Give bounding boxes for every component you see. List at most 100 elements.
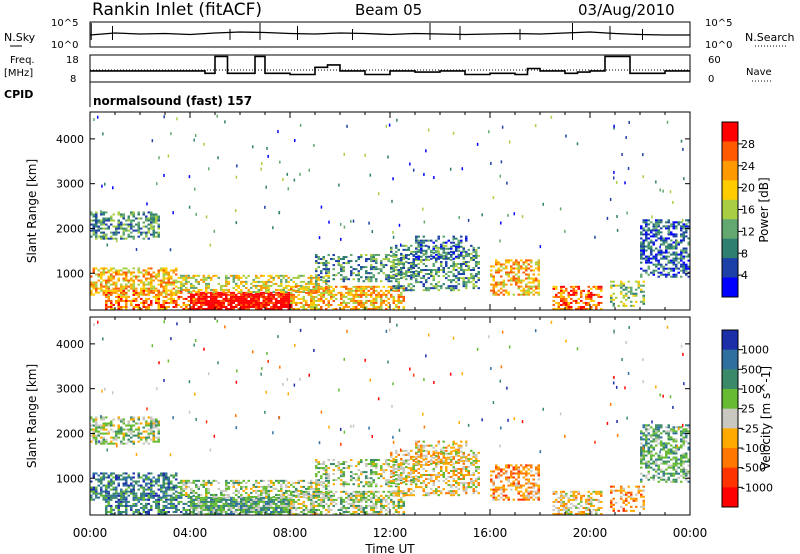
power-cell	[280, 295, 283, 298]
power-cell	[500, 160, 503, 164]
velocity-cell	[200, 504, 203, 507]
power-cell	[95, 289, 98, 292]
power-cell	[320, 205, 323, 209]
power-cell	[395, 254, 398, 257]
power-cell	[427, 245, 430, 248]
power-cell	[355, 293, 358, 296]
power-cell	[357, 280, 360, 283]
velocity-cell	[167, 478, 170, 481]
velocity-cell	[360, 504, 363, 507]
power-cell	[343, 225, 346, 229]
power-cell	[197, 280, 200, 283]
power-cell	[117, 269, 120, 272]
velocity-cell	[155, 424, 158, 427]
power-cell	[162, 303, 165, 306]
power-cell	[127, 295, 130, 298]
velocity-cell	[295, 487, 298, 490]
power-cell	[677, 243, 680, 246]
velocity-cell	[227, 504, 230, 507]
velocity-cell	[282, 493, 285, 496]
velocity-cell	[287, 493, 290, 496]
velocity-cell	[92, 474, 95, 477]
power-cell	[262, 284, 265, 287]
power-cell	[277, 274, 280, 277]
power-cell	[465, 260, 468, 263]
power-cell	[115, 285, 118, 288]
power-cell	[435, 246, 438, 249]
power-cell	[475, 260, 478, 263]
power-cell	[137, 271, 140, 274]
power-cell	[660, 273, 663, 276]
power-cell	[157, 299, 160, 302]
power-cell	[310, 293, 313, 296]
power-cell	[295, 307, 298, 310]
velocity-cell	[282, 479, 285, 482]
power-cell	[535, 291, 538, 294]
velocity-cell	[305, 487, 308, 490]
power-cell	[142, 305, 145, 308]
power-cell	[512, 277, 515, 280]
power-cell	[130, 303, 133, 306]
velocity-cell	[105, 506, 108, 509]
power-cell	[525, 269, 528, 272]
velocity-cell	[275, 508, 278, 511]
velocity-cell	[305, 492, 308, 495]
power-cell	[105, 307, 108, 310]
power-cell	[117, 213, 120, 216]
power-cell	[567, 307, 570, 310]
power-cell	[490, 289, 493, 292]
power-cell	[92, 267, 95, 270]
power-cell	[597, 303, 600, 306]
power-cell	[130, 285, 133, 288]
velocity-cell	[132, 496, 135, 499]
velocity-cell	[117, 430, 120, 433]
power-cell	[147, 293, 150, 296]
velocity-cell	[247, 500, 250, 503]
velocity-cell	[197, 493, 200, 496]
power-cell	[372, 289, 375, 292]
power-cell	[335, 274, 338, 277]
velocity-cell	[137, 512, 140, 515]
velocity-cell	[147, 476, 150, 479]
power-cell	[645, 269, 648, 272]
power-cell	[667, 237, 670, 240]
power-cell	[613, 170, 615, 174]
power-cell	[212, 293, 215, 296]
power-cell	[92, 293, 95, 296]
velocity-cell	[177, 494, 180, 497]
power-cell	[400, 295, 403, 298]
power-cell	[432, 262, 435, 265]
velocity-cell	[157, 436, 160, 439]
power-cell	[490, 269, 493, 272]
power-cell	[537, 269, 540, 272]
power-cell	[175, 301, 178, 304]
velocity-cell	[207, 489, 210, 492]
power-cell	[400, 252, 403, 255]
power-cell	[590, 305, 593, 308]
power-cell	[407, 262, 410, 265]
velocity-cell	[105, 442, 108, 445]
power-cell	[557, 305, 560, 308]
power-cell	[442, 257, 445, 260]
power-cell	[497, 261, 500, 264]
power-cell	[670, 253, 673, 256]
power-cell	[407, 289, 410, 292]
power-cell	[95, 273, 98, 276]
power-cell	[317, 293, 320, 296]
power-cell	[570, 305, 573, 308]
velocity-cell	[130, 484, 133, 487]
power-cell	[552, 285, 555, 288]
velocity-cell	[205, 506, 208, 509]
velocity-cell	[210, 493, 213, 496]
power-cell	[165, 287, 168, 290]
velocity-cell	[105, 492, 108, 495]
velocity-cell	[385, 498, 388, 501]
power-cell	[332, 295, 335, 298]
power-cell	[400, 269, 403, 272]
velocity-cell	[107, 504, 110, 507]
power-cell	[405, 275, 408, 278]
power-cell	[260, 305, 263, 308]
power-cell	[235, 175, 238, 179]
power-cell	[400, 273, 403, 276]
velocity-cell	[275, 506, 278, 509]
